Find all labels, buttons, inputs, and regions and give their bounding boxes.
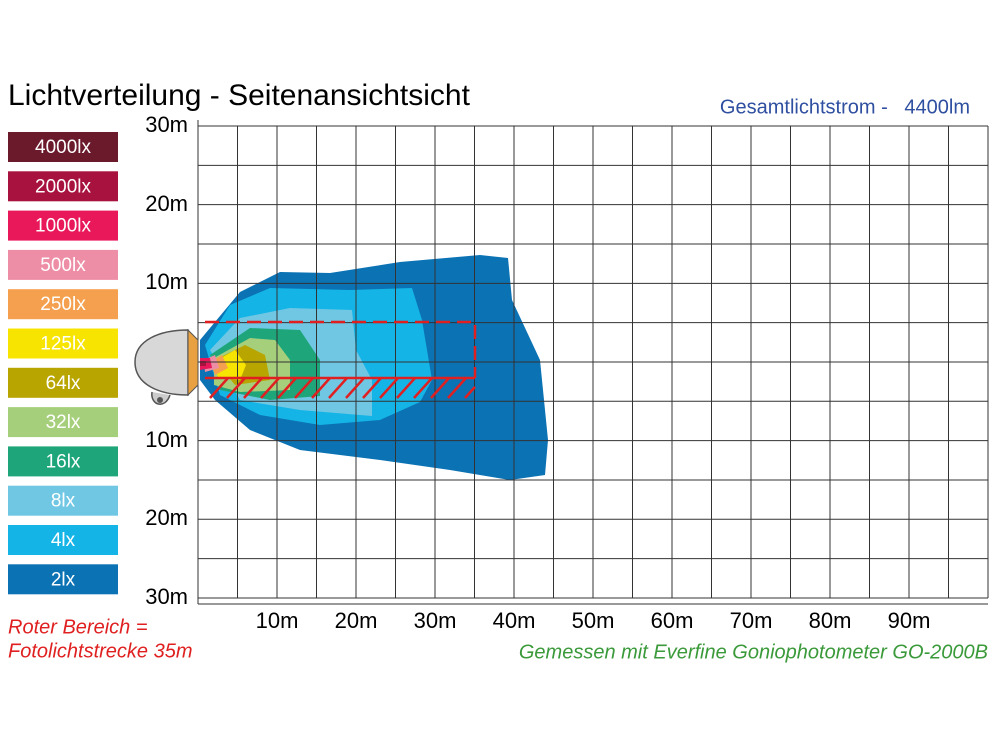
legend-label: 1000lx <box>35 216 91 237</box>
hatch-line <box>209 377 229 399</box>
legend-label: 4000lx <box>35 137 91 158</box>
x-axis-label: 20m <box>335 608 378 633</box>
legend-swatch <box>8 249 118 280</box>
legend-swatch <box>8 407 118 438</box>
photo-range <box>205 320 477 399</box>
hatch-line <box>260 377 280 399</box>
y-axis-label: 20m <box>145 191 188 216</box>
lamp <box>134 328 199 405</box>
y-axis-label: 20m <box>145 505 188 530</box>
hatch-line <box>345 377 365 399</box>
legend-label: 250lx <box>40 294 86 315</box>
x-axis-label: 60m <box>651 608 694 633</box>
legend-label: 16lx <box>46 451 81 472</box>
y-axis-label: 10m <box>145 269 188 294</box>
legend-label: 32lx <box>46 412 81 433</box>
hatch-line <box>464 386 476 399</box>
y-axis-label: 30m <box>145 584 188 609</box>
hatch-line <box>379 377 399 399</box>
legend-label: 4lx <box>51 530 76 551</box>
hatch-line <box>362 377 382 399</box>
x-axis-label: 80m <box>809 608 852 633</box>
hatch-line <box>328 377 348 399</box>
hatch-line <box>277 377 297 399</box>
measurement-note: Gemessen mit Everfine Goniophotometer GO… <box>519 641 988 663</box>
legend-swatch <box>8 525 118 555</box>
x-axis-label: 50m <box>572 608 615 633</box>
legend-swatch <box>8 367 118 398</box>
legend-swatch <box>8 328 118 359</box>
legend-label: 500lx <box>40 255 86 276</box>
hatch-line <box>311 377 331 399</box>
total-flux: Gesamtlichtstrom - 4400lm <box>720 96 970 118</box>
hatch-line <box>294 377 314 399</box>
x-axis-label: 10m <box>256 608 299 633</box>
x-axis-label: 70m <box>730 608 773 633</box>
y-axis-label: 30m <box>145 112 188 137</box>
isolux-contours <box>200 255 548 480</box>
hatch-line <box>413 377 433 399</box>
legend-swatch <box>8 564 118 595</box>
hatch-line <box>447 377 467 399</box>
legend-label: 8lx <box>51 491 76 512</box>
legend-label: 64lx <box>46 373 81 394</box>
red-area-note: Roter Bereich = <box>8 616 148 638</box>
legend-swatch <box>8 485 118 516</box>
hatch-line <box>226 377 246 399</box>
y-axis-label: 10m <box>145 427 188 452</box>
red-area-note: Fotolichtstrecke 35m <box>8 640 193 662</box>
legend-swatch <box>8 289 118 320</box>
legend-swatch <box>8 446 118 477</box>
legend-label: 2000lx <box>35 176 91 197</box>
hatch-line <box>243 377 263 399</box>
legend: 4000lx 2000lx 1000lx 500lx 250lx 125lx 64lx 32l… <box>8 132 118 595</box>
grid <box>197 120 989 605</box>
hatch-line <box>396 377 416 399</box>
title: Lichtverteilung - Seitenansichtsicht <box>8 79 471 112</box>
x-axis-label: 30m <box>414 608 457 633</box>
x-axis-label: 40m <box>493 608 536 633</box>
x-axis-label: 90m <box>888 608 931 633</box>
hatch-line <box>430 377 450 399</box>
legend-label: 125lx <box>40 334 86 355</box>
legend-swatch <box>8 132 118 162</box>
legend-swatch <box>8 210 118 241</box>
legend-swatch <box>8 171 118 202</box>
legend-label: 2lx <box>51 569 76 590</box>
